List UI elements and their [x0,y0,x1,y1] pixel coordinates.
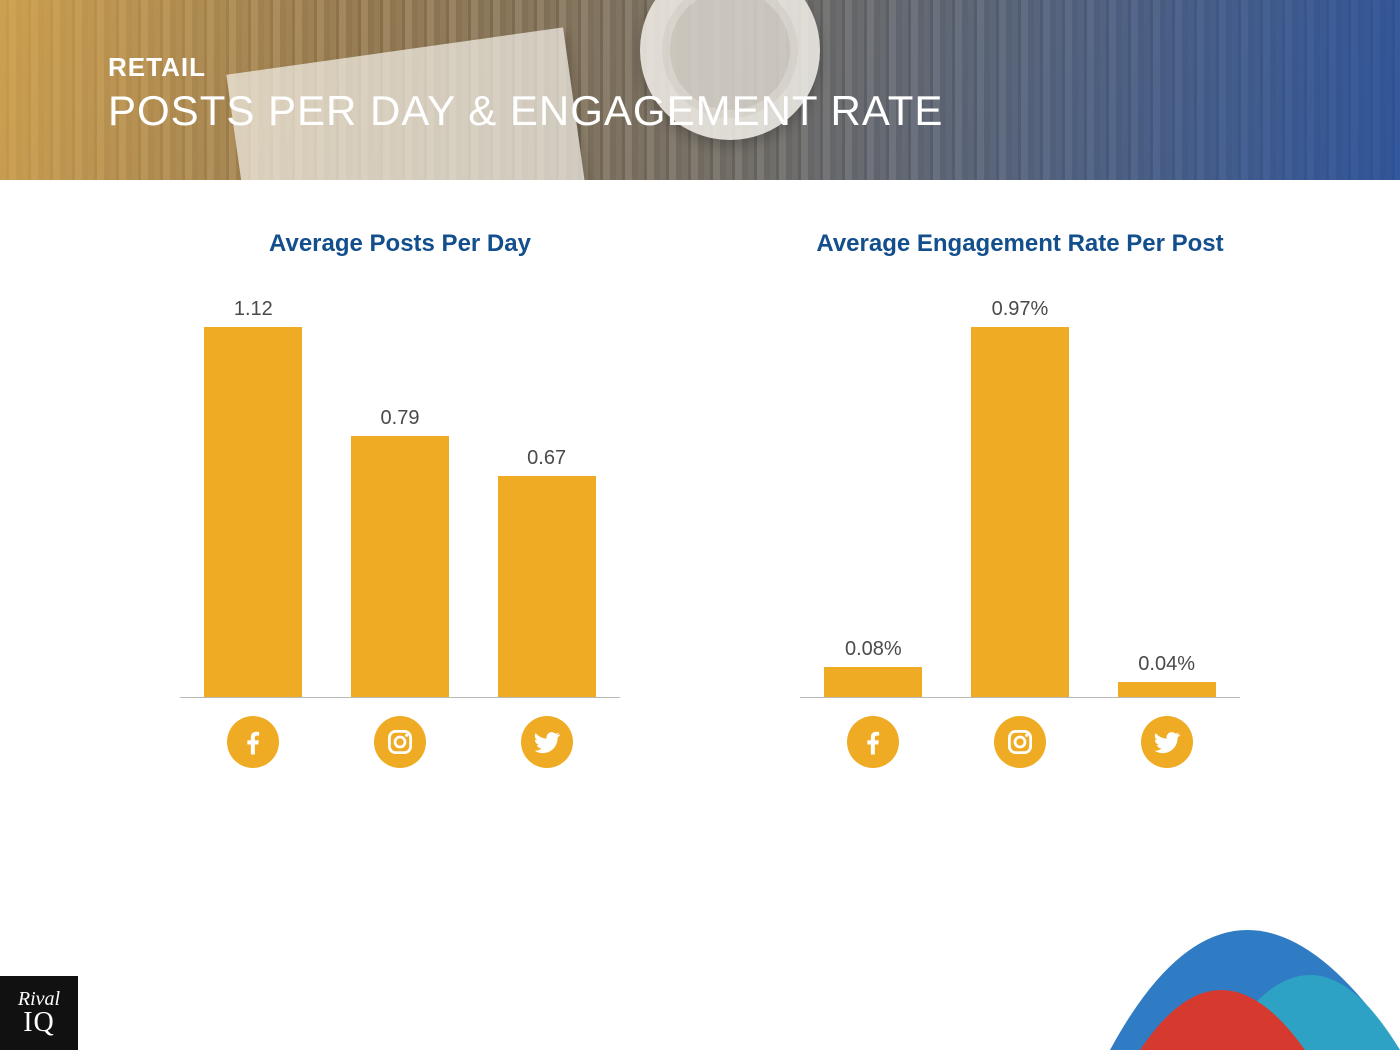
chart-panel-posts-per-day: Average Posts Per Day 1.12 0.79 0.67 [130,230,670,768]
bar-twitter: 0.67 [487,447,607,697]
header-banner: RETAIL POSTS PER DAY & ENGAGEMENT RATE [0,0,1400,180]
bar-rect [204,327,302,697]
bar-value-label: 0.08% [845,638,902,661]
facebook-icon [847,716,899,768]
banner-title: POSTS PER DAY & ENGAGEMENT RATE [108,87,943,135]
bar-chart-right: 0.08% 0.97% 0.04% [800,298,1240,698]
bar-rect [351,436,449,697]
bar-facebook: 1.12 [193,298,313,697]
chart-title-right: Average Engagement Rate Per Post [816,230,1223,258]
bar-value-label: 0.79 [381,407,420,430]
twitter-icon [521,716,573,768]
hills-decoration [1070,840,1400,1050]
banner-category: RETAIL [108,52,943,83]
bar-instagram: 0.97% [960,298,1080,697]
rivaliq-logo: Rival IQ [0,976,78,1050]
facebook-icon [227,716,279,768]
icons-row-right [800,716,1240,768]
instagram-icon [374,716,426,768]
logo-line1: Rival [18,989,60,1009]
bar-rect [824,667,922,698]
chart-title-left: Average Posts Per Day [269,230,531,258]
bar-value-label: 1.12 [234,298,273,321]
bar-value-label: 0.67 [527,447,566,470]
bar-rect [498,476,596,697]
bar-value-label: 0.97% [992,298,1049,321]
logo-line2: IQ [23,1009,55,1037]
icons-row-left [180,716,620,768]
instagram-icon [994,716,1046,768]
chart-panel-engagement-rate: Average Engagement Rate Per Post 0.08%0.… [750,230,1290,768]
bar-value-label: 0.04% [1138,653,1195,676]
twitter-icon [1141,716,1193,768]
bar-facebook: 0.08% [813,638,933,698]
bar-rect [971,327,1069,697]
bar-chart-left: 1.12 0.79 0.67 [180,298,620,698]
bar-rect [1118,682,1216,697]
bar-instagram: 0.79 [340,407,460,697]
bar-twitter: 0.04% [1107,653,1227,697]
